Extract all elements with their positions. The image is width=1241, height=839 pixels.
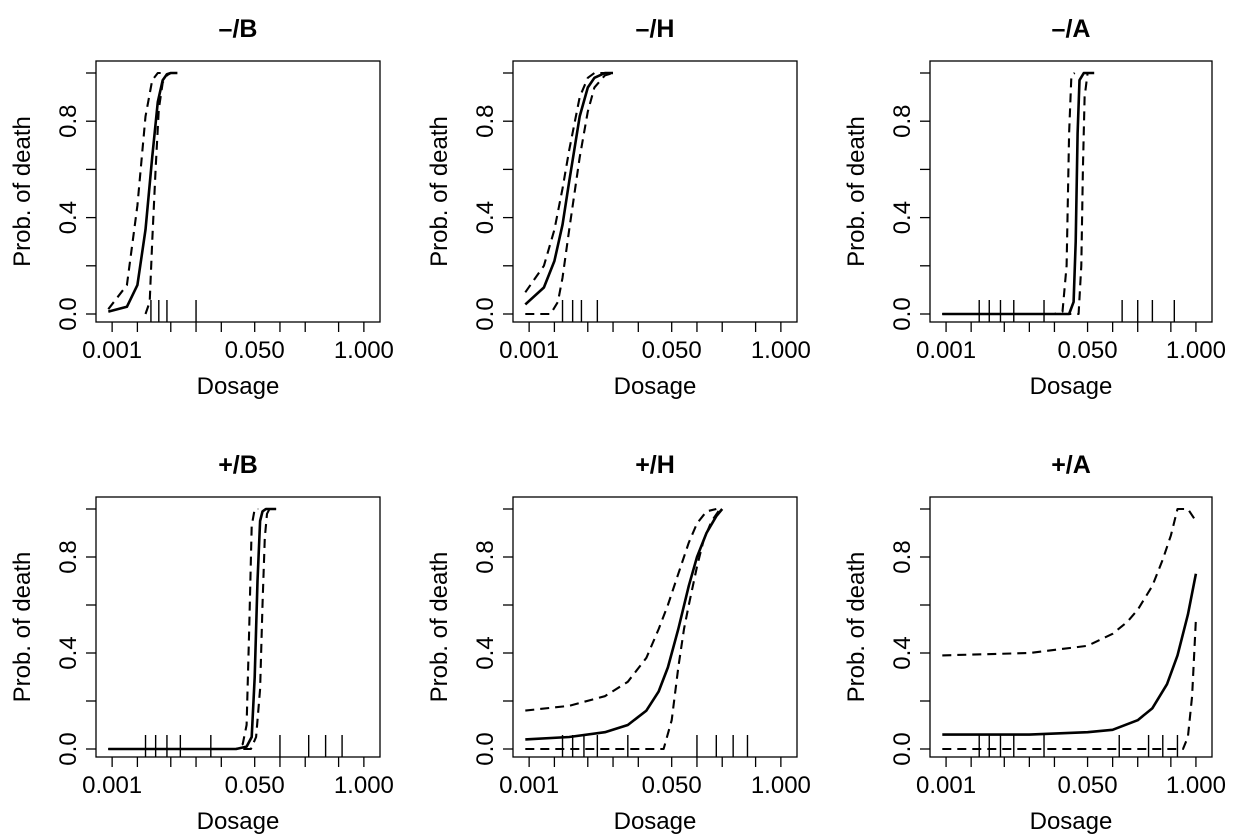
x-axis-title: Dosage bbox=[614, 808, 697, 835]
fitted-curve bbox=[942, 573, 1198, 736]
panel-title: +/H bbox=[635, 451, 675, 479]
x-tick-label: 0.050 bbox=[642, 337, 702, 364]
fitted-curve bbox=[108, 507, 277, 751]
fitted-curve bbox=[525, 508, 724, 741]
y-tick-label: 0.4 bbox=[889, 636, 916, 669]
x-axis-title: Dosage bbox=[197, 808, 280, 835]
x-tick-label: 0.050 bbox=[225, 772, 285, 799]
x-axis-title: Dosage bbox=[1030, 373, 1113, 400]
chart-panel: –/B Dosage Prob. of death 0.001 0.050 1.000 0.… bbox=[9, 15, 394, 400]
panel-title: –/A bbox=[1052, 15, 1091, 43]
y-tick-label: 0.8 bbox=[472, 105, 499, 138]
confidence-band-curve bbox=[108, 507, 277, 751]
confidence-band-curve bbox=[108, 507, 259, 751]
y-tick-label: 0.4 bbox=[472, 636, 499, 669]
x-tick-label: 0.050 bbox=[642, 772, 702, 799]
confidence-band-curve bbox=[525, 71, 614, 316]
y-tick-label: 0.8 bbox=[472, 540, 499, 573]
confidence-band-curve bbox=[942, 507, 1197, 657]
y-tick-label: 0.0 bbox=[472, 732, 499, 765]
y-axis-title: Prob. of death bbox=[426, 116, 453, 267]
x-tick-label: 1.000 bbox=[334, 337, 394, 364]
confidence-band-curve bbox=[942, 71, 1095, 316]
panel-title: +/A bbox=[1051, 451, 1091, 479]
x-tick-label: 1.000 bbox=[751, 772, 811, 799]
panel-title: –/H bbox=[636, 15, 675, 43]
x-tick-label: 0.001 bbox=[82, 337, 142, 364]
x-tick-label: 0.050 bbox=[1058, 772, 1118, 799]
plot-frame bbox=[929, 496, 1213, 758]
x-tick-label: 1.000 bbox=[334, 772, 394, 799]
fitted-curve bbox=[942, 71, 1095, 316]
y-tick-label: 0.0 bbox=[55, 732, 82, 765]
chart-panel: –/A Dosage Prob. of death 0.001 0.050 1.000 0.… bbox=[843, 15, 1226, 400]
chart-panel: +/H Dosage Prob. of death 0.001 0.050 1.000 0.… bbox=[426, 451, 811, 835]
plot-frame bbox=[512, 60, 798, 323]
confidence-band-curve bbox=[144, 71, 178, 315]
x-axis-title: Dosage bbox=[614, 373, 697, 400]
x-tick-label: 1.000 bbox=[1166, 772, 1226, 799]
confidence-band-curve bbox=[107, 71, 163, 310]
x-tick-label: 0.050 bbox=[1058, 337, 1118, 364]
plot-frame bbox=[95, 60, 381, 323]
y-tick-label: 0.8 bbox=[55, 105, 82, 138]
panel-title: –/B bbox=[219, 15, 258, 43]
y-tick-label: 0.4 bbox=[472, 201, 499, 234]
chart-panel: +/B Dosage Prob. of death 0.001 0.050 1.000 0.… bbox=[9, 451, 394, 835]
confidence-band-curve bbox=[942, 72, 1076, 316]
x-tick-label: 0.001 bbox=[499, 772, 559, 799]
confidence-band-curve bbox=[525, 507, 717, 712]
confidence-band-curve bbox=[524, 71, 605, 293]
confidence-band-curve bbox=[525, 508, 723, 751]
chart-panel: +/A Dosage Prob. of death 0.001 0.050 1.000 0.… bbox=[843, 451, 1226, 835]
x-tick-label: 0.001 bbox=[916, 772, 976, 799]
chart-panel: –/H Dosage Prob. of death 0.001 0.050 1.000 0.… bbox=[426, 15, 811, 400]
x-tick-label: 0.001 bbox=[916, 337, 976, 364]
y-tick-label: 0.0 bbox=[889, 297, 916, 330]
y-axis-title: Prob. of death bbox=[843, 552, 870, 703]
x-tick-label: 0.001 bbox=[82, 772, 142, 799]
x-tick-label: 0.050 bbox=[225, 337, 285, 364]
x-tick-label: 0.001 bbox=[499, 337, 559, 364]
plot-frame bbox=[95, 496, 381, 758]
y-tick-label: 0.4 bbox=[55, 636, 82, 669]
y-tick-label: 0.8 bbox=[889, 105, 916, 138]
y-axis-title: Prob. of death bbox=[9, 552, 36, 703]
panel-title: +/B bbox=[218, 451, 258, 479]
x-tick-label: 1.000 bbox=[751, 337, 811, 364]
y-tick-label: 0.4 bbox=[889, 201, 916, 234]
y-axis-title: Prob. of death bbox=[843, 116, 870, 267]
y-tick-label: 0.0 bbox=[55, 297, 82, 330]
fitted-curve bbox=[524, 71, 613, 306]
x-axis-title: Dosage bbox=[1030, 808, 1113, 835]
y-axis-title: Prob. of death bbox=[9, 116, 36, 267]
y-tick-label: 0.0 bbox=[472, 297, 499, 330]
x-axis-title: Dosage bbox=[197, 373, 280, 400]
fitted-curve bbox=[107, 71, 178, 313]
confidence-band-curve bbox=[942, 619, 1197, 751]
x-tick-label: 1.000 bbox=[1166, 337, 1226, 364]
y-tick-label: 0.4 bbox=[55, 201, 82, 234]
plot-frame bbox=[512, 496, 798, 758]
y-tick-label: 0.8 bbox=[55, 540, 82, 573]
y-tick-label: 0.8 bbox=[889, 540, 916, 573]
plot-frame bbox=[929, 60, 1213, 323]
y-tick-label: 0.0 bbox=[889, 732, 916, 765]
y-axis-title: Prob. of death bbox=[426, 552, 453, 703]
